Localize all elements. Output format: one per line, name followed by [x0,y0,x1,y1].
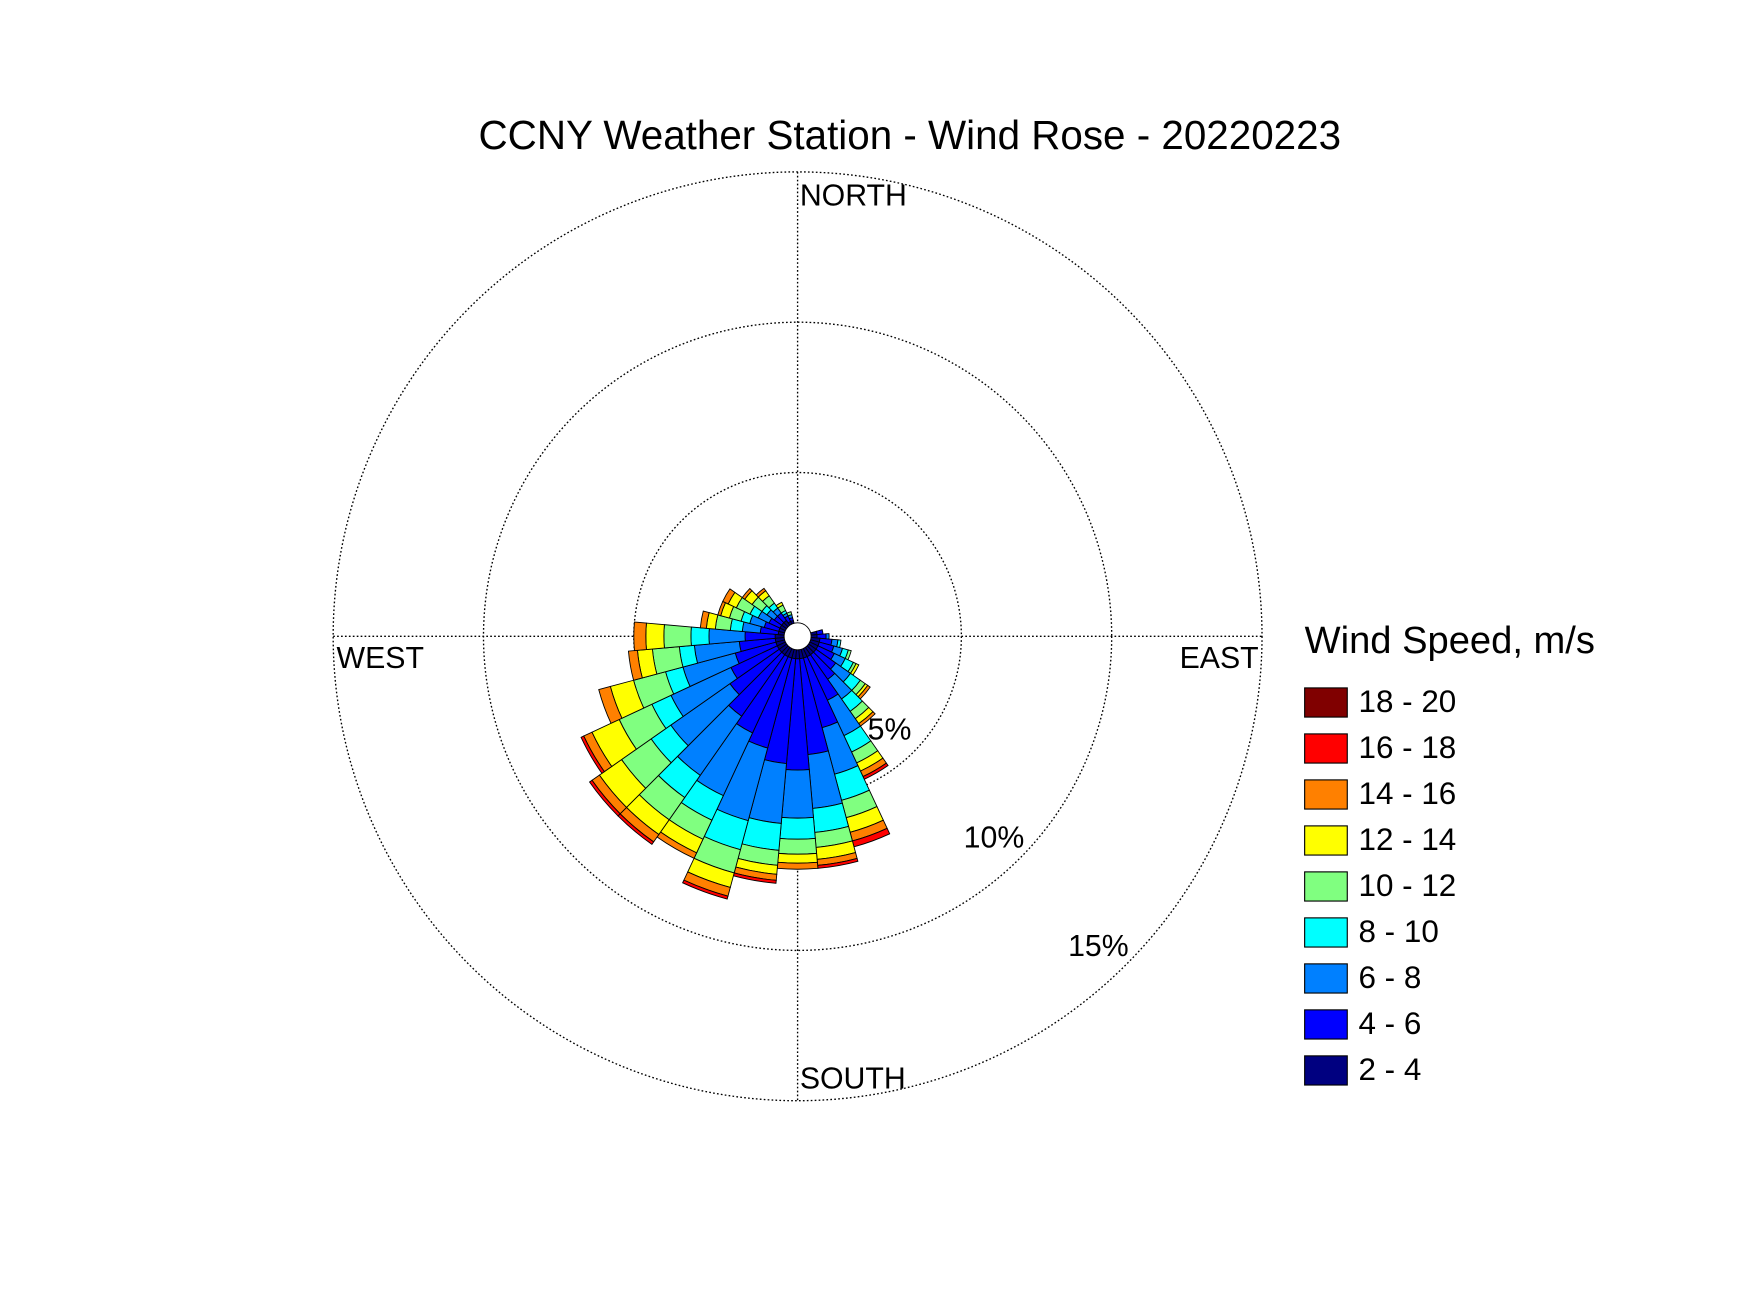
sector-segment [777,852,818,864]
sector-segment [682,879,729,900]
sector-segment [627,649,643,681]
center-hole [783,622,812,651]
legend-label: 8 - 10 [1358,914,1438,949]
r-tick-label: 5% [868,714,912,747]
legend-label: 6 - 8 [1358,960,1421,995]
r-tick-label: 10% [964,822,1025,855]
legend-swatch [1304,687,1348,718]
legend-label: 16 - 18 [1358,730,1456,765]
compass-label: SOUTH [800,1063,906,1096]
sector-segment [645,622,665,651]
sector-segment [741,587,753,600]
legend-swatch [1304,825,1348,856]
sector-segment [755,587,767,598]
bars [580,587,891,900]
grid-ring [482,321,1113,952]
sector-segment [699,610,710,629]
sector-segment [633,621,647,652]
legend-label: 12 - 14 [1358,822,1456,857]
legend: 2 - 4 4 - 6 6 - 8 8 - 10 10 - 12 12 - 14 14 - … [1304,684,1456,1087]
legend-swatch [1304,1009,1348,1040]
compass-label: NORTH [800,180,907,213]
legend-swatch [1304,917,1348,948]
legend-title: Wind Speed, m/s [1305,619,1595,662]
r-tick-label: 15% [1068,930,1129,963]
sector-segment [825,633,830,640]
sector-segment [598,685,623,724]
sector-segment [779,816,816,840]
sector-segment [776,861,819,870]
legend-swatch [1304,1055,1348,1086]
chart-title: CCNY Weather Station - Wind Rose - 20220… [479,112,1342,158]
legend-label: 18 - 20 [1358,684,1456,719]
legend-label: 14 - 16 [1358,776,1456,811]
legend-swatch [1304,733,1348,764]
sector-segment [663,624,692,649]
labels: NORTH EAST SOUTH WEST 5% 10% 15% [337,180,1259,1096]
sector-segment [722,588,736,605]
legend-label: 10 - 12 [1358,868,1456,903]
sector-segment [781,769,814,819]
legend-swatch [1304,963,1348,994]
grid-ring [633,471,963,801]
legend-label: 4 - 6 [1358,1006,1421,1041]
compass-label: WEST [337,642,424,675]
legend-label: 2 - 4 [1358,1052,1421,1087]
compass-label: EAST [1180,642,1259,675]
grid-ring [332,171,1263,1102]
sector-segment [690,626,710,647]
sector-segment [778,837,818,855]
sector-segment [786,611,793,617]
legend-swatch [1304,779,1348,810]
sector-segment [580,735,605,774]
sector-segment [775,601,784,609]
legend-swatch [1304,871,1348,902]
